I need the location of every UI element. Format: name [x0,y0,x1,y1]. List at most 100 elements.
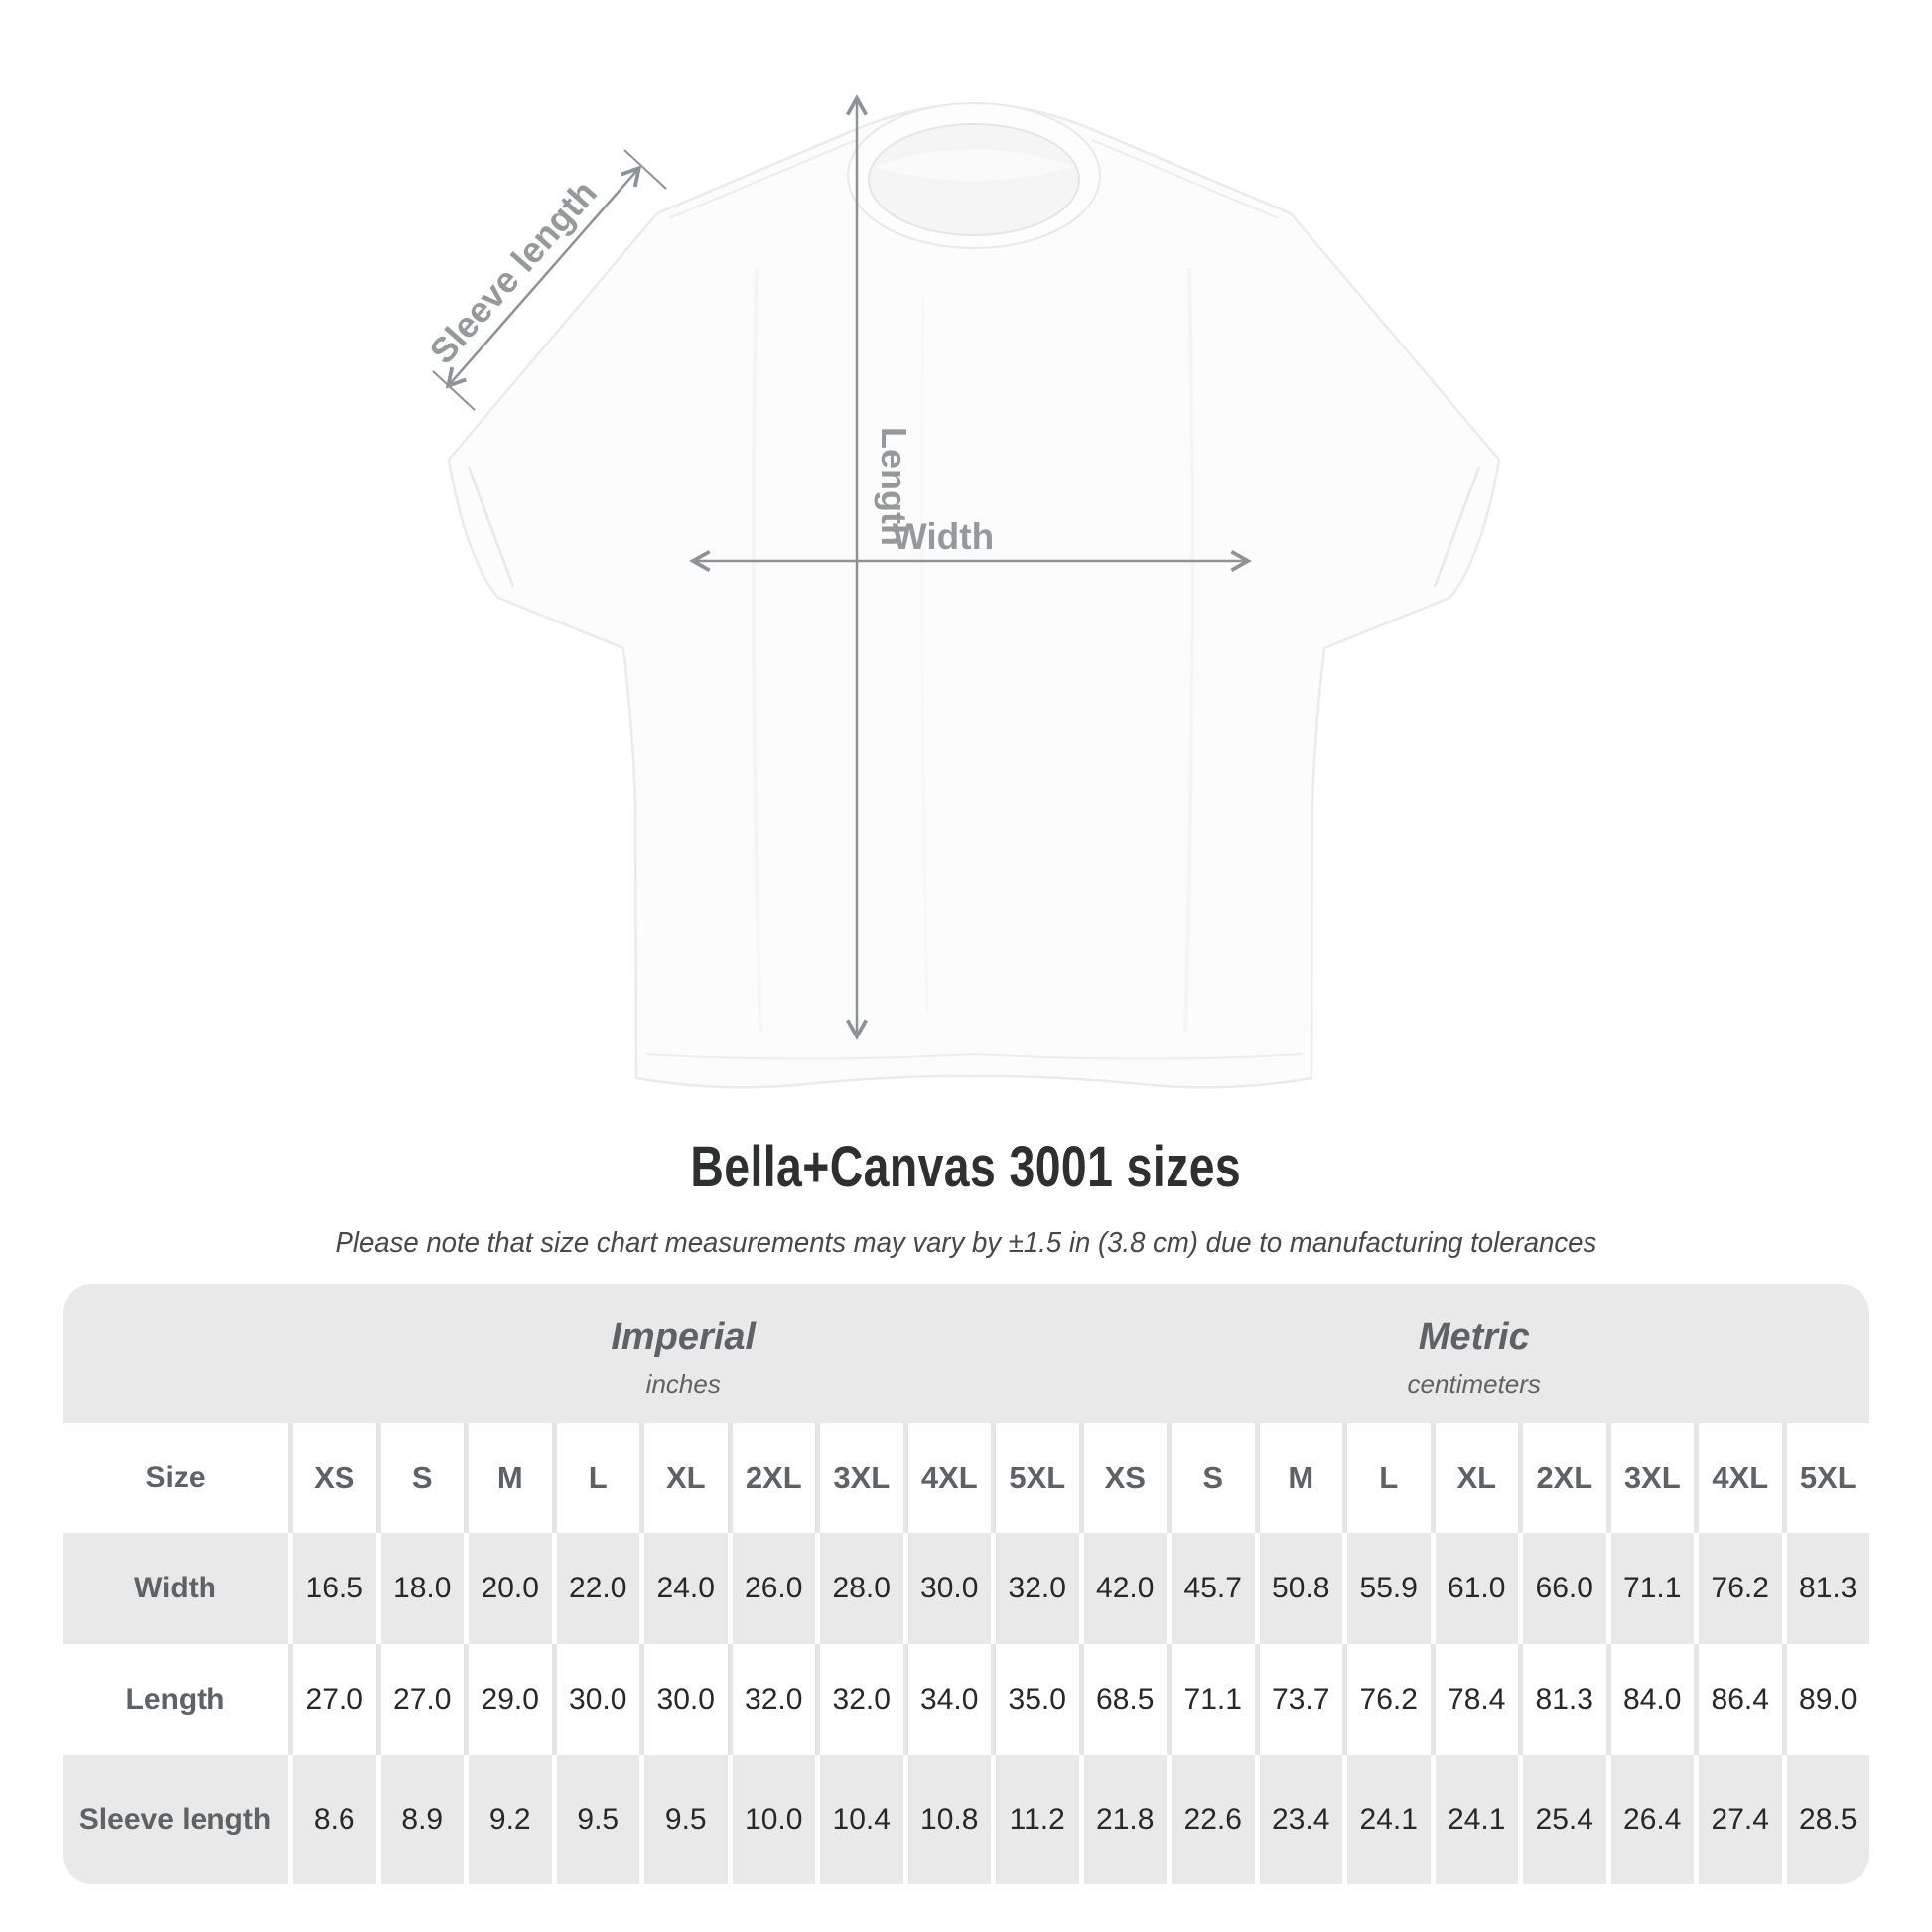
imperial-value: 20.0 [469,1533,552,1644]
table-row-sleeve-length: Sleeve length 8.6 8.9 9.2 9.5 9.5 10.0 10.4 10.8… [63,1755,1869,1884]
sleeve-dimension-tick-bottom [432,370,476,411]
imperial-value: 8.9 [380,1755,464,1884]
table-body: Width 16.5 18.0 20.0 22.0 24.0 26.0 28.0 30.0 32.… [63,1533,1869,1884]
size-col-header-imperial-3xl: 3XL [820,1423,903,1533]
metric-section-header: Metric centimeters [1079,1284,1870,1423]
size-col-header-metric-5xl: 5XL [1786,1423,1869,1533]
size-col-header-metric-l: L [1347,1423,1431,1533]
size-col-header-imperial-s: S [380,1423,464,1533]
imperial-value: 27.0 [293,1644,376,1755]
size-col-header-metric-3xl: 3XL [1610,1423,1694,1533]
metric-value: 42.0 [1083,1533,1167,1644]
table-row-width: Width 16.5 18.0 20.0 22.0 24.0 26.0 28.0 30.0 32.… [63,1533,1869,1644]
imperial-value: 30.0 [644,1644,728,1755]
unit-section-header-row: Imperial inches Metric centimeters [63,1284,1869,1423]
imperial-value: 8.6 [293,1755,376,1884]
size-col-header-metric-2xl: 2XL [1523,1423,1606,1533]
imperial-value: 10.0 [732,1755,815,1884]
section-header-spacer [63,1284,288,1423]
metric-value: 71.1 [1610,1533,1694,1644]
row-label: Sleeve length [63,1755,288,1884]
collar [847,102,1101,249]
imperial-value: 30.0 [556,1644,639,1755]
metric-label: Metric [1418,1316,1530,1358]
size-col-header-metric-4xl: 4XL [1699,1423,1782,1533]
sleeve-length-dimension-line [445,165,642,389]
metric-value: 50.8 [1259,1533,1342,1644]
metric-value: 76.2 [1347,1644,1431,1755]
imperial-value: 26.0 [732,1533,815,1644]
size-col-header-metric-m: M [1259,1423,1342,1533]
imperial-value: 32.0 [732,1644,815,1755]
size-table: Imperial inches Metric centimeters Size … [63,1284,1869,1884]
size-header-row: Size XS S M L XL 2XL 3XL 4XL 5XL XS S M L XL 2XL 3XL 4XL… [63,1423,1869,1533]
metric-value: 25.4 [1523,1755,1606,1884]
metric-value: 24.1 [1347,1755,1431,1884]
size-col-header-imperial-xl: XL [644,1423,728,1533]
size-col-header-imperial-5xl: 5XL [996,1423,1079,1533]
metric-value: 26.4 [1610,1755,1694,1884]
metric-value: 23.4 [1259,1755,1342,1884]
metric-value: 84.0 [1610,1644,1694,1755]
size-col-header-imperial-l: L [556,1423,639,1533]
imperial-value: 10.8 [907,1755,991,1884]
imperial-value: 9.5 [644,1755,728,1884]
imperial-value: 27.0 [380,1644,464,1755]
metric-value: 86.4 [1699,1644,1782,1755]
metric-value: 22.6 [1172,1755,1255,1884]
imperial-value: 30.0 [907,1533,991,1644]
metric-value: 73.7 [1259,1644,1342,1755]
imperial-units: inches [645,1369,721,1399]
width-label: Width [893,516,994,557]
metric-value: 45.7 [1172,1533,1255,1644]
imperial-value: 24.0 [644,1533,728,1644]
metric-value: 66.0 [1523,1533,1606,1644]
metric-value: 71.1 [1172,1644,1255,1755]
metric-value: 21.8 [1083,1755,1167,1884]
imperial-value: 9.2 [469,1755,552,1884]
imperial-value: 9.5 [556,1755,639,1884]
size-col-header-imperial-m: M [469,1423,552,1533]
size-col-header-metric-xs: XS [1083,1423,1167,1533]
metric-value: 55.9 [1347,1533,1431,1644]
page-subtitle: Please note that size chart measurements… [335,1227,1597,1259]
metric-value: 89.0 [1786,1644,1869,1755]
metric-value: 24.1 [1435,1755,1518,1884]
metric-value: 68.5 [1083,1644,1167,1755]
metric-value: 61.0 [1435,1533,1518,1644]
metric-value: 28.5 [1786,1755,1869,1884]
size-col-header-metric-s: S [1172,1423,1255,1533]
imperial-value: 29.0 [469,1644,552,1755]
imperial-value: 34.0 [907,1644,991,1755]
metric-value: 27.4 [1699,1755,1782,1884]
metric-value: 81.3 [1523,1644,1606,1755]
metric-value: 78.4 [1435,1644,1518,1755]
imperial-label: Imperial [611,1316,757,1358]
imperial-value: 11.2 [996,1755,1079,1884]
subtitle-block: Please note that size chart measurements… [0,1227,1932,1260]
row-label: Width [63,1533,288,1644]
size-col-header-imperial-xs: XS [293,1423,376,1533]
tshirt-diagram: Sleeve length Length Width [421,94,1501,1089]
size-header-cell: Size [63,1423,288,1533]
imperial-value: 35.0 [996,1644,1079,1755]
size-col-header-imperial-2xl: 2XL [732,1423,815,1533]
size-col-header-imperial-4xl: 4XL [907,1423,991,1533]
size-col-header-metric-xl: XL [1435,1423,1518,1533]
sleeve-dimension-tick-top [623,149,667,190]
metric-units: centimeters [1407,1369,1541,1399]
page-title: Bella+Canvas 3001 sizes [690,1135,1242,1199]
imperial-value: 16.5 [293,1533,376,1644]
imperial-value: 32.0 [820,1644,903,1755]
imperial-value: 18.0 [380,1533,464,1644]
imperial-section-header: Imperial inches [288,1284,1079,1423]
imperial-value: 22.0 [556,1533,639,1644]
metric-value: 81.3 [1786,1533,1869,1644]
imperial-value: 10.4 [820,1755,903,1884]
row-label: Length [63,1644,288,1755]
length-label: Length [874,427,914,546]
imperial-value: 32.0 [996,1533,1079,1644]
metric-value: 76.2 [1699,1533,1782,1644]
imperial-value: 28.0 [820,1533,903,1644]
